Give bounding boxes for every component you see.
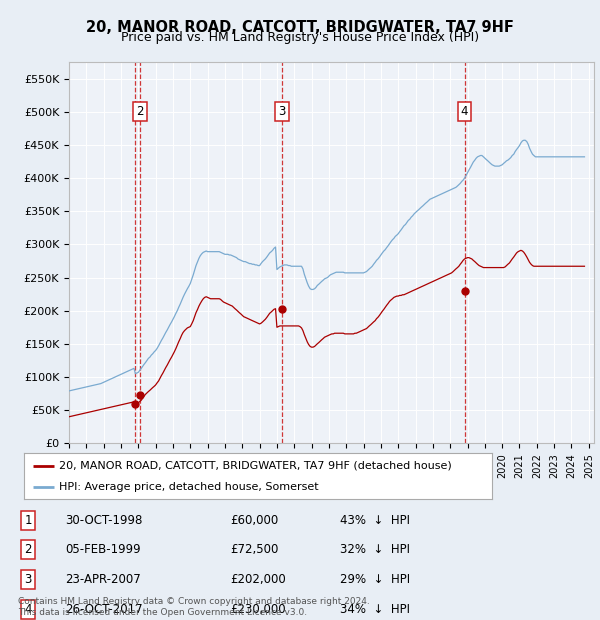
Text: HPI: Average price, detached house, Somerset: HPI: Average price, detached house, Some… [59,482,319,492]
Text: 3: 3 [278,105,286,118]
Text: 34%  ↓  HPI: 34% ↓ HPI [340,603,410,616]
Text: 32%  ↓  HPI: 32% ↓ HPI [340,544,410,556]
Text: £202,000: £202,000 [230,574,286,586]
Text: Contains HM Land Registry data © Crown copyright and database right 2024.
This d: Contains HM Land Registry data © Crown c… [18,598,370,617]
Text: 20, MANOR ROAD, CATCOTT, BRIDGWATER, TA7 9HF (detached house): 20, MANOR ROAD, CATCOTT, BRIDGWATER, TA7… [59,461,452,471]
Text: 43%  ↓  HPI: 43% ↓ HPI [340,514,410,526]
Text: £72,500: £72,500 [230,544,278,556]
Text: £230,000: £230,000 [230,603,286,616]
Text: 2: 2 [136,105,143,118]
Text: 2: 2 [24,544,32,556]
Text: 4: 4 [24,603,32,616]
Text: 26-OCT-2017: 26-OCT-2017 [65,603,143,616]
Text: 3: 3 [25,574,32,586]
Text: 30-OCT-1998: 30-OCT-1998 [65,514,142,526]
Text: 23-APR-2007: 23-APR-2007 [65,574,141,586]
Text: Price paid vs. HM Land Registry's House Price Index (HPI): Price paid vs. HM Land Registry's House … [121,31,479,44]
Text: 29%  ↓  HPI: 29% ↓ HPI [340,574,410,586]
Text: 20, MANOR ROAD, CATCOTT, BRIDGWATER, TA7 9HF: 20, MANOR ROAD, CATCOTT, BRIDGWATER, TA7… [86,20,514,35]
Text: 4: 4 [461,105,469,118]
Text: £60,000: £60,000 [230,514,278,526]
Text: 05-FEB-1999: 05-FEB-1999 [65,544,140,556]
Text: 1: 1 [24,514,32,526]
